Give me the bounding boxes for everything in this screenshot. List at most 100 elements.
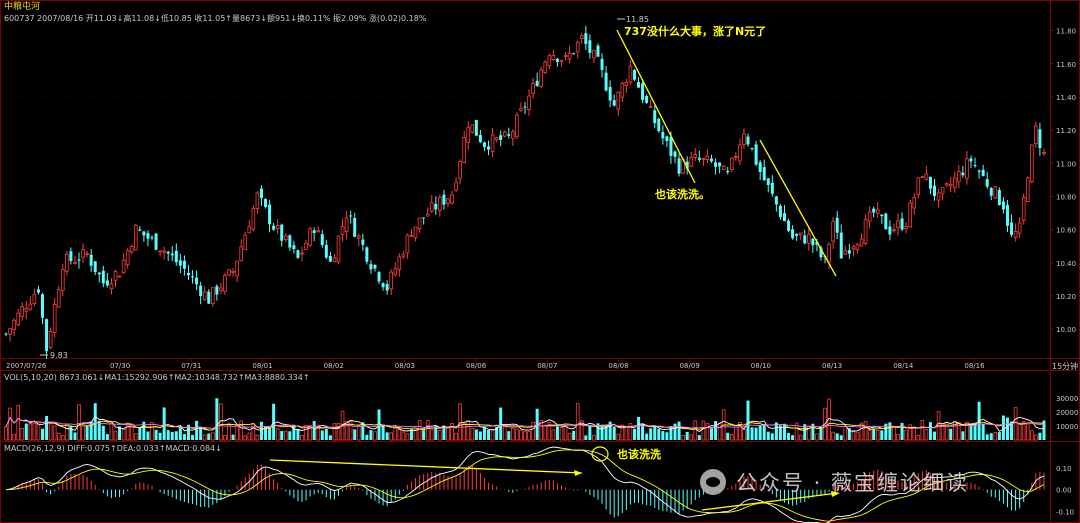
candle-body-down	[884, 213, 888, 230]
vol-bar-up	[547, 421, 552, 441]
high-label: 11.85	[626, 15, 649, 24]
vol-bar-down	[195, 420, 199, 440]
candle-body-up	[859, 238, 864, 247]
candle-body-down	[178, 260, 182, 266]
candle-body-up	[20, 306, 25, 317]
candle-body-up	[219, 287, 223, 291]
candle-body-up	[734, 156, 738, 158]
candle-body-up	[957, 171, 961, 183]
candle-body-up	[896, 220, 900, 228]
price-tick-label: 10.40	[1056, 260, 1076, 268]
vol-bar-down	[482, 426, 486, 440]
vol-bar-up	[543, 424, 548, 441]
vol-bar-down	[778, 425, 782, 440]
vol-bar-down	[762, 423, 766, 440]
candle-body-up	[60, 269, 65, 292]
vol-bar-up	[251, 423, 256, 441]
candle-body-up	[81, 249, 85, 258]
candle-body-down	[259, 188, 263, 199]
macd-trend-top	[269, 459, 583, 474]
candle-body-down	[292, 245, 296, 250]
candle-body-down	[685, 161, 689, 169]
candle-body-down	[373, 264, 377, 269]
vol-ma3-line	[5, 416, 1045, 429]
macd-arrow-bottom	[831, 491, 840, 497]
candle-body-down	[166, 251, 170, 254]
vol-bar-up	[121, 428, 126, 441]
candle-body-up	[843, 250, 848, 255]
vol-bar-up	[125, 422, 130, 441]
candle-body-up	[965, 158, 969, 179]
candle-body-up	[916, 177, 921, 196]
candle-body-down	[969, 158, 973, 162]
vol-bar-up	[405, 433, 410, 441]
candle-body-up	[567, 52, 572, 60]
vol-bar-down	[272, 403, 276, 440]
vol-bar-down	[280, 431, 284, 440]
candle-body-down	[762, 167, 766, 181]
candle-body-up	[908, 202, 912, 228]
vol-bar-down	[791, 435, 795, 440]
vol-ma2-line	[5, 416, 1045, 431]
candle-body-down	[608, 87, 612, 101]
macd-arrow-top	[574, 470, 582, 476]
vol-bar-up	[389, 432, 394, 441]
date-tick-label: 07/31	[181, 362, 201, 370]
candle-body-down	[312, 230, 316, 233]
vol-bar-up	[798, 434, 803, 441]
vol-bar-down	[989, 433, 993, 440]
vol-bar-down	[787, 432, 791, 440]
candle-body-up	[648, 106, 653, 108]
vol-bar-up	[527, 431, 531, 441]
candle-body-down	[665, 136, 669, 142]
candle-body-up	[831, 221, 835, 242]
vol-bar-up	[965, 421, 969, 441]
candle-body-up	[551, 54, 556, 61]
candle-body-up	[247, 226, 252, 234]
candle-body-down	[637, 81, 641, 88]
candle-body-down	[349, 215, 353, 217]
vol-bar-up	[36, 421, 41, 441]
vol-bar-up	[924, 429, 929, 441]
candle-body-down	[369, 264, 373, 270]
candle-body-down	[872, 208, 876, 213]
vol-bar-down	[774, 422, 778, 440]
vol-bar-up	[227, 422, 231, 441]
vol-bar-up	[56, 432, 61, 441]
candle-body-up	[863, 219, 868, 244]
vol-bar-down	[324, 428, 328, 440]
candle-body-up	[28, 303, 33, 310]
vol-bar-down	[24, 423, 28, 440]
candle-body-down	[174, 250, 178, 263]
candle-body-up	[202, 291, 207, 300]
vol-bar-down	[754, 427, 758, 440]
vol-bar-up	[738, 422, 742, 441]
vol-bar-up	[616, 433, 621, 441]
vol-bar-up	[863, 421, 868, 441]
candle-body-up	[807, 233, 811, 244]
candle-body-up	[275, 225, 280, 229]
vol-bar-up	[12, 433, 16, 441]
vol-bar-up	[701, 420, 706, 441]
macd-bars	[5, 446, 1045, 523]
vol-bar-down	[669, 426, 673, 440]
candle-body-up	[133, 224, 138, 251]
candle-body-up	[450, 194, 454, 204]
candle-body-up	[693, 154, 698, 158]
candle-body-up	[738, 144, 742, 162]
candle-body-up	[162, 250, 166, 253]
vol-bar-down	[928, 422, 932, 440]
candle-body-down	[482, 142, 486, 148]
candle-body-up	[73, 261, 77, 264]
vol-bar-up	[235, 425, 239, 441]
vol-bar-up	[592, 434, 596, 441]
vol-bar-up	[356, 425, 361, 441]
candle-body-down	[474, 119, 478, 136]
date-tick-label: 08/09	[680, 362, 700, 370]
candle-body-down	[815, 241, 819, 245]
vol-bar-up	[336, 422, 341, 441]
candle-body-up	[827, 243, 831, 263]
vol-bar-down	[422, 430, 426, 440]
candle-body-up	[559, 60, 564, 63]
